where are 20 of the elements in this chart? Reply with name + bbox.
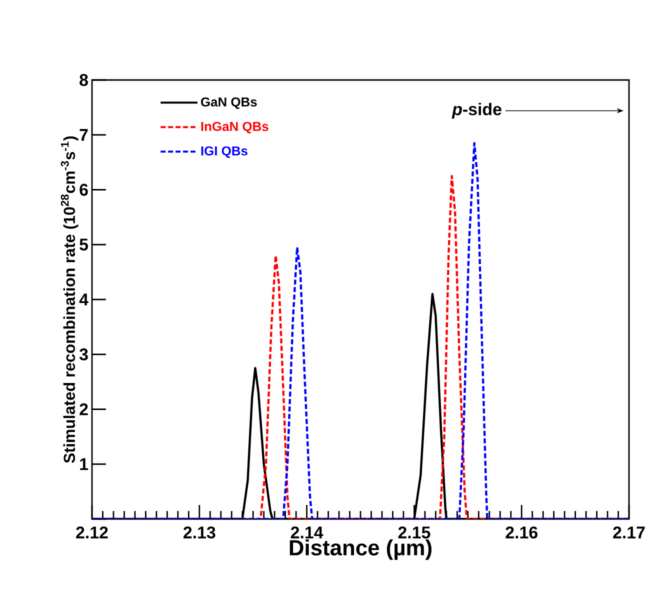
x-axis-title: Distance (µm) (290, 539, 432, 560)
x-tick-label: 2.14 (290, 526, 324, 538)
x-tick-label: 2.12 (76, 526, 108, 538)
y-tick-label: 1 (80, 458, 88, 470)
y-tick-label: 6 (80, 184, 88, 196)
y-tick-label: 7 (80, 129, 88, 141)
y-tick-label: 5 (80, 238, 88, 251)
y-tick-label: 4 (79, 294, 88, 306)
y-tick-label: 2 (80, 403, 88, 416)
y-tick-label: 8 (80, 74, 88, 86)
legend-label: IGI QBs (201, 146, 248, 158)
y-tick-label: 3 (79, 348, 88, 360)
legend-label: GaN QBs (200, 97, 257, 109)
x-tick-label: 2.16 (506, 526, 538, 539)
x-tick-label: 2.15 (398, 526, 430, 539)
x-tick-label: 2.17 (613, 526, 645, 538)
annotation: p-side (452, 102, 502, 119)
y-axis-title: Stimulated recombination rate (10$^{28}$cm$^{-3}$s$^{-1}$) (60, 136, 78, 463)
x-tick-label: 2.13 (184, 526, 216, 539)
legend-label: InGaN QBs (201, 122, 268, 134)
